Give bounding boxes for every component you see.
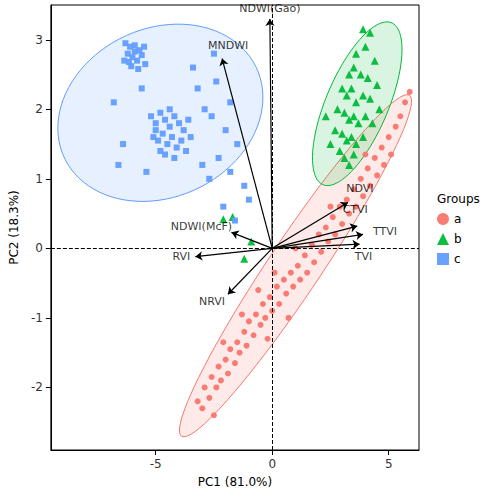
svg-text:-5: -5 (150, 457, 162, 471)
svg-text:-2: -2 (31, 380, 43, 394)
svg-text:c: c (454, 252, 461, 266)
svg-text:b: b (454, 232, 462, 246)
svg-text:NRVI: NRVI (199, 295, 225, 308)
svg-text:PC2 (18.3%): PC2 (18.3%) (7, 190, 21, 265)
svg-text:MNDWI: MNDWI (208, 39, 248, 52)
svg-text:NDVI: NDVI (346, 182, 373, 195)
svg-text:0: 0 (35, 241, 43, 255)
svg-text:3: 3 (35, 33, 43, 47)
svg-text:NDWI(Gao): NDWI(Gao) (239, 2, 300, 15)
svg-text:TVI: TVI (354, 250, 373, 263)
svg-text:RVI: RVI (172, 250, 190, 263)
svg-text:5: 5 (385, 457, 393, 471)
svg-text:a: a (454, 212, 461, 226)
svg-text:1: 1 (35, 172, 43, 186)
svg-text:NDWI(McF): NDWI(McF) (171, 220, 232, 233)
svg-text:CTVI: CTVI (343, 203, 368, 216)
svg-text:Groups: Groups (437, 192, 480, 206)
svg-text:0: 0 (268, 457, 276, 471)
svg-text:-1: -1 (31, 311, 43, 325)
svg-text:TTVI: TTVI (372, 225, 397, 238)
svg-text:2: 2 (35, 102, 43, 116)
svg-text:PC1 (81.0%): PC1 (81.0%) (198, 475, 273, 489)
